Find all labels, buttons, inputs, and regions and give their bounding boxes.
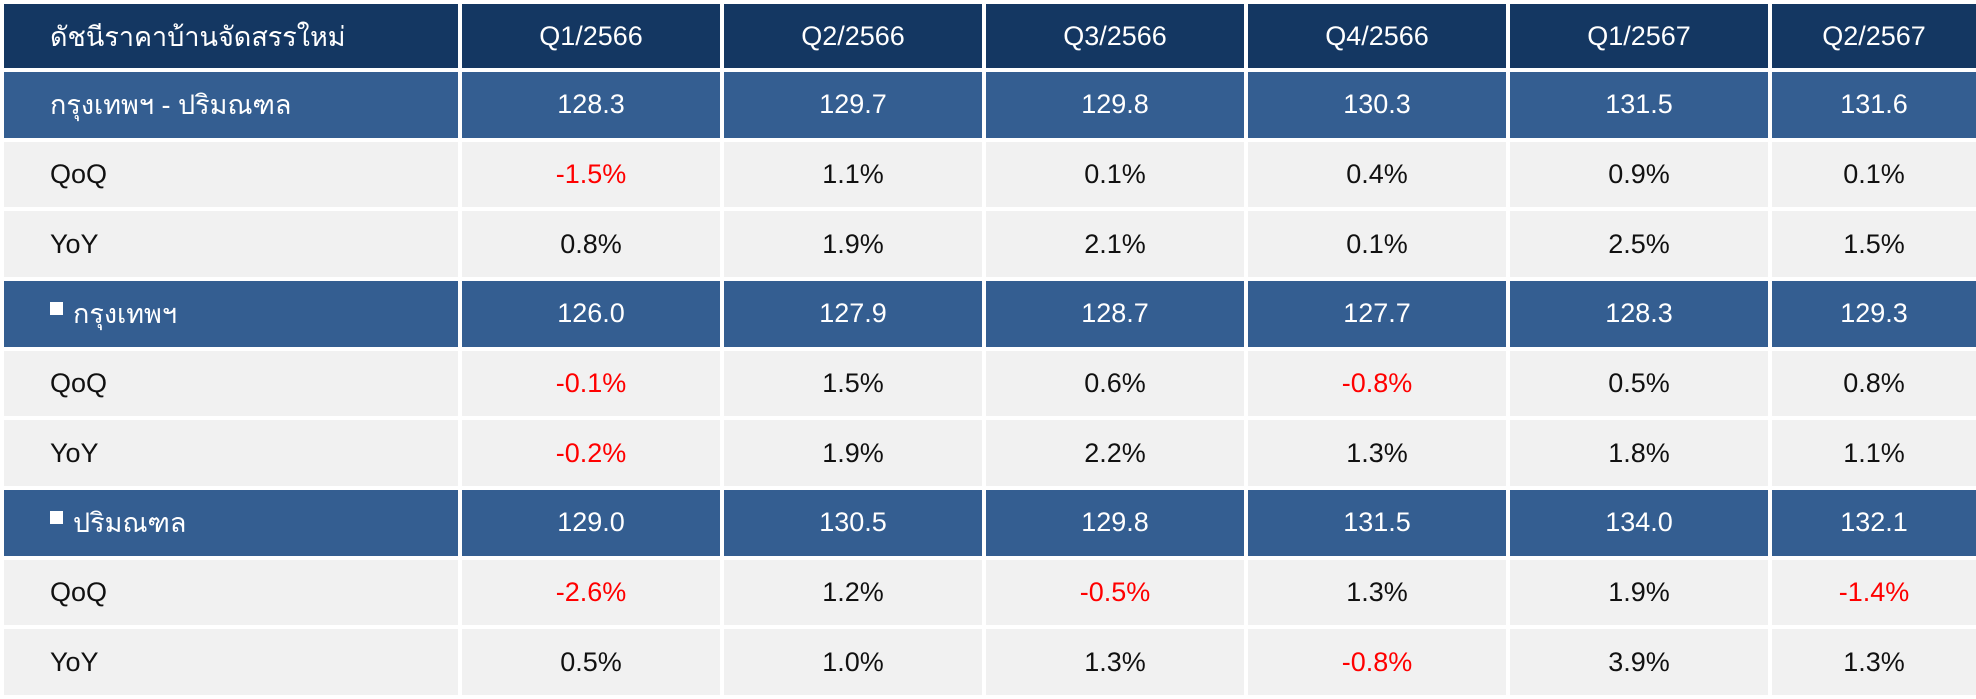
metric-label-cell: YoY (4, 420, 458, 486)
metric-row: QoQ -1.5% 1.1% 0.1% 0.4% 0.9% 0.1% (4, 141, 1976, 208)
row-label: กรุงเทพฯ (73, 299, 178, 330)
value-cell: -0.8% (1248, 350, 1506, 417)
metric-label-cell: YoY (4, 629, 458, 695)
region-row: กรุงเทพฯ - ปริมณฑล 128.3 129.7 129.8 130.3 13… (4, 72, 1976, 138)
value-cell: 1.9% (724, 211, 982, 277)
value-cell: 131.5 (1248, 489, 1506, 556)
value-cell: 1.3% (1772, 629, 1976, 695)
value-cell: -1.5% (462, 141, 720, 208)
value-cell: 2.1% (986, 211, 1244, 277)
value-cell: 1.0% (724, 629, 982, 695)
value-cell: 134.0 (1510, 489, 1768, 556)
value-cell: -0.1% (462, 350, 720, 417)
metric-label-cell: QoQ (4, 559, 458, 626)
value-cell: 132.1 (1772, 489, 1976, 556)
value-cell: 1.3% (986, 629, 1244, 695)
metric-label-cell: YoY (4, 211, 458, 277)
value-cell: 3.9% (1510, 629, 1768, 695)
square-bullet-icon (50, 302, 63, 316)
value-cell: -2.6% (462, 559, 720, 626)
value-cell: 129.8 (986, 72, 1244, 138)
value-cell: 1.5% (724, 350, 982, 417)
value-cell: 1.3% (1248, 420, 1506, 486)
value-cell: -1.4% (1772, 559, 1976, 626)
value-cell: 0.5% (1510, 350, 1768, 417)
value-cell: 1.3% (1248, 559, 1506, 626)
value-cell: 0.1% (1772, 141, 1976, 208)
value-cell: -0.8% (1248, 629, 1506, 695)
row-label: YoY (50, 646, 99, 677)
value-cell: 0.6% (986, 350, 1244, 417)
row-label: กรุงเทพฯ - ปริมณฑล (50, 90, 292, 121)
region-label-cell: กรุงเทพฯ - ปริมณฑล (4, 72, 458, 138)
value-cell: 131.6 (1772, 72, 1976, 138)
value-cell: 130.5 (724, 489, 982, 556)
row-label: QoQ (50, 576, 108, 607)
value-cell: 128.3 (1510, 280, 1768, 347)
column-header: Q2/2566 (724, 4, 982, 68)
corner-label: ดัชนีราคาบ้านจัดสรรใหม่ (4, 4, 458, 68)
value-cell: -0.5% (986, 559, 1244, 626)
row-label: QoQ (50, 367, 108, 398)
value-cell: 1.9% (724, 420, 982, 486)
region-row: กรุงเทพฯ 126.0 127.9 128.7 127.7 128.3 129.3 (4, 280, 1976, 347)
value-cell: 0.1% (1248, 211, 1506, 277)
value-cell: -0.2% (462, 420, 720, 486)
value-cell: 128.3 (462, 72, 720, 138)
value-cell: 129.0 (462, 489, 720, 556)
value-cell: 127.7 (1248, 280, 1506, 347)
header-row: ดัชนีราคาบ้านจัดสรรใหม่ Q1/2566 Q2/2566 … (4, 4, 1976, 68)
column-header: Q3/2566 (986, 4, 1244, 68)
region-row: ปริมณฑล 129.0 130.5 129.8 131.5 134.0 132.1 (4, 489, 1976, 556)
value-cell: 129.8 (986, 489, 1244, 556)
metric-row: YoY -0.2% 1.9% 2.2% 1.3% 1.8% 1.1% (4, 420, 1976, 486)
value-cell: 1.2% (724, 559, 982, 626)
value-cell: 0.5% (462, 629, 720, 695)
value-cell: 0.1% (986, 141, 1244, 208)
column-header: Q4/2566 (1248, 4, 1506, 68)
value-cell: 0.4% (1248, 141, 1506, 208)
metric-row: YoY 0.5% 1.0% 1.3% -0.8% 3.9% 1.3% (4, 629, 1976, 695)
value-cell: 0.9% (1510, 141, 1768, 208)
value-cell: 127.9 (724, 280, 982, 347)
metric-row: YoY 0.8% 1.9% 2.1% 0.1% 2.5% 1.5% (4, 211, 1976, 277)
value-cell: 131.5 (1510, 72, 1768, 138)
row-label: ปริมณฑล (73, 508, 187, 539)
region-label-cell: ปริมณฑล (4, 489, 458, 556)
value-cell: 130.3 (1248, 72, 1506, 138)
value-cell: 1.1% (724, 141, 982, 208)
value-cell: 126.0 (462, 280, 720, 347)
value-cell: 1.5% (1772, 211, 1976, 277)
column-header: Q1/2567 (1510, 4, 1768, 68)
row-label: QoQ (50, 158, 108, 189)
column-header: Q2/2567 (1772, 4, 1976, 68)
value-cell: 1.9% (1510, 559, 1768, 626)
value-cell: 2.5% (1510, 211, 1768, 277)
value-cell: 2.2% (986, 420, 1244, 486)
column-header: Q1/2566 (462, 4, 720, 68)
metric-row: QoQ -2.6% 1.2% -0.5% 1.3% 1.9% -1.4% (4, 559, 1976, 626)
row-label: YoY (50, 437, 99, 468)
square-bullet-icon (50, 511, 63, 525)
value-cell: 0.8% (1772, 350, 1976, 417)
metric-row: QoQ -0.1% 1.5% 0.6% -0.8% 0.5% 0.8% (4, 350, 1976, 417)
value-cell: 129.3 (1772, 280, 1976, 347)
value-cell: 129.7 (724, 72, 982, 138)
value-cell: 128.7 (986, 280, 1244, 347)
metric-label-cell: QoQ (4, 141, 458, 208)
value-cell: 1.1% (1772, 420, 1976, 486)
value-cell: 1.8% (1510, 420, 1768, 486)
value-cell: 0.8% (462, 211, 720, 277)
region-label-cell: กรุงเทพฯ (4, 280, 458, 347)
metric-label-cell: QoQ (4, 350, 458, 417)
row-label: YoY (50, 228, 99, 259)
